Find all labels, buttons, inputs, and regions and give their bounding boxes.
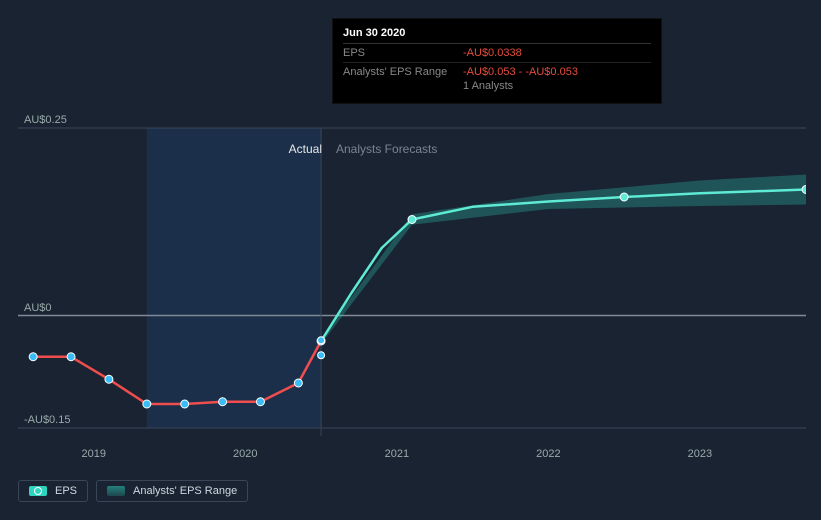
- tooltip-row-label: EPS: [343, 47, 463, 59]
- tooltip-row-label: Analysts' EPS Range: [343, 66, 463, 92]
- x-axis-label: 2019: [82, 448, 106, 460]
- y-axis-label: -AU$0.15: [24, 414, 70, 426]
- tooltip-row: Analysts' EPS Range-AU$0.053 - -AU$0.053…: [343, 63, 651, 95]
- legend-label: EPS: [55, 485, 77, 497]
- section-label-forecast: Analysts Forecasts: [336, 142, 437, 156]
- range-swatch-icon: [107, 486, 125, 496]
- y-axis-label: AU$0.25: [24, 114, 67, 126]
- section-label-actual: Actual: [289, 142, 322, 156]
- legend: EPS Analysts' EPS Range: [18, 480, 248, 502]
- y-axis-label: AU$0: [24, 302, 52, 314]
- chart-canvas: [18, 120, 806, 470]
- tooltip-row: EPS-AU$0.0338: [343, 44, 651, 63]
- legend-item-eps[interactable]: EPS: [18, 480, 88, 502]
- x-axis-label: 2023: [688, 448, 712, 460]
- x-axis-label: 2021: [385, 448, 409, 460]
- eps-swatch-icon: [29, 486, 47, 496]
- tooltip-row-value: -AU$0.053 - -AU$0.0531 Analysts: [463, 66, 578, 92]
- x-axis-label: 2022: [536, 448, 560, 460]
- legend-item-range[interactable]: Analysts' EPS Range: [96, 480, 248, 502]
- eps-chart[interactable]: AU$0.25AU$0-AU$0.15 20192020202120222023…: [18, 120, 806, 440]
- tooltip: Jun 30 2020 EPS-AU$0.0338Analysts' EPS R…: [332, 18, 662, 104]
- tooltip-title: Jun 30 2020: [343, 25, 651, 44]
- x-axis-label: 2020: [233, 448, 257, 460]
- legend-label: Analysts' EPS Range: [133, 485, 237, 497]
- tooltip-row-value: -AU$0.0338: [463, 47, 522, 59]
